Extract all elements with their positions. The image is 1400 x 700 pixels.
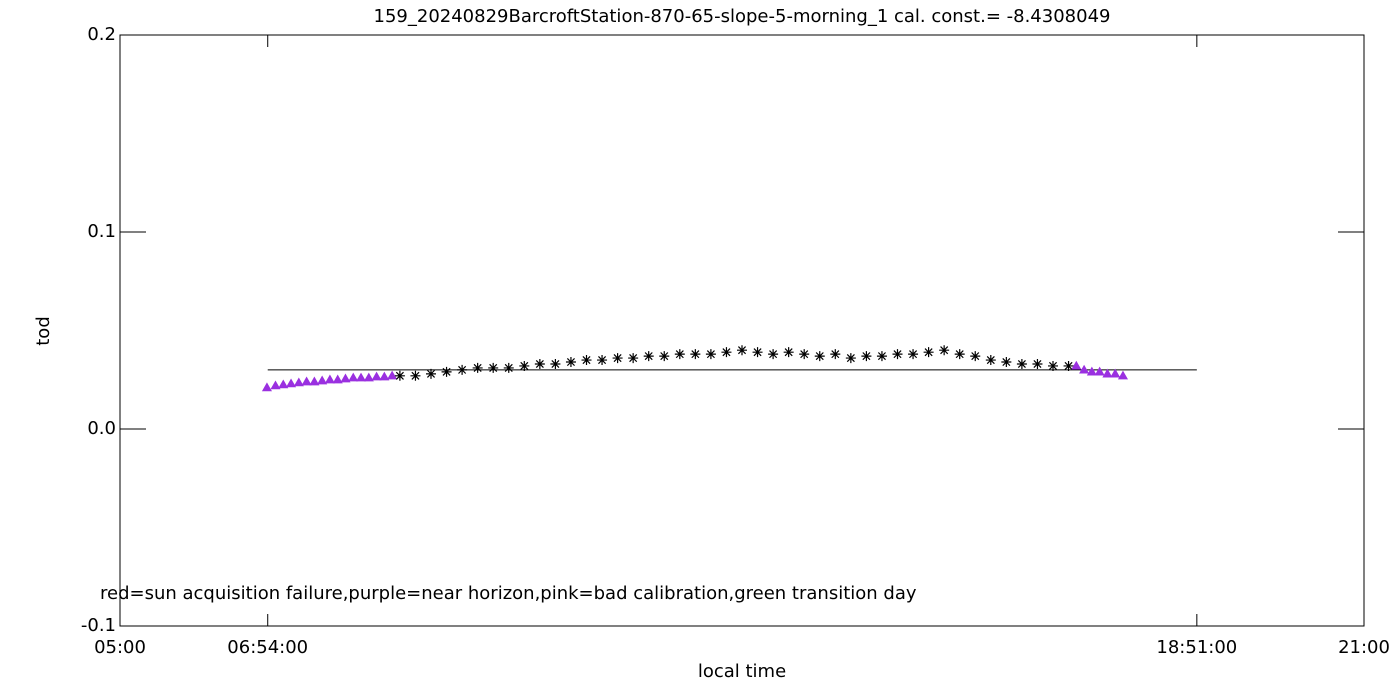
data-point (301, 376, 312, 386)
data-point (768, 349, 779, 360)
y-tick-label: 0.1 (87, 221, 116, 242)
data-point (597, 355, 608, 366)
x-axis-label: local time (698, 661, 786, 682)
data-point (519, 360, 530, 371)
data-point (830, 349, 841, 360)
data-point (488, 362, 499, 373)
data-point (371, 371, 382, 381)
data-point (363, 372, 374, 382)
data-point (1048, 360, 1058, 371)
data-point (1086, 366, 1097, 376)
data-point (581, 355, 592, 366)
data-point (410, 370, 421, 381)
data-point (340, 373, 351, 383)
data-point (628, 353, 639, 364)
data-point (278, 379, 289, 389)
data-point (690, 349, 701, 360)
data-point (309, 376, 320, 386)
data-point (324, 374, 335, 384)
y-axis-label: tod (33, 316, 54, 346)
data-point (503, 362, 514, 373)
data-point (394, 370, 405, 381)
data-point (783, 347, 794, 358)
data-point (355, 372, 367, 382)
data-point (387, 370, 398, 380)
data-point (1110, 368, 1121, 378)
x-tick-label: 05:00 (94, 637, 146, 658)
data-point (954, 349, 965, 360)
data-point (1032, 358, 1043, 369)
data-point (1063, 360, 1074, 371)
x-tick-label: 06:54:00 (227, 637, 308, 658)
data-point (908, 349, 919, 360)
y-tick-label: -0.1 (81, 615, 116, 636)
data-point (348, 372, 359, 382)
data-point (441, 366, 452, 377)
annotation: red=sun acquisition failure,purple=near … (100, 583, 917, 604)
data-point (1117, 370, 1129, 380)
data-point (1016, 358, 1027, 369)
data-point (939, 345, 950, 356)
data-point (379, 371, 390, 381)
data-point (985, 355, 996, 366)
data-point (1102, 368, 1113, 378)
data-point (845, 353, 856, 364)
data-point (1079, 364, 1090, 374)
data-point (799, 349, 810, 360)
x-tick-label: 18:51:00 (1156, 637, 1237, 658)
data-point (457, 364, 468, 375)
data-point (752, 347, 763, 358)
data-point (876, 351, 887, 362)
data-point (1001, 357, 1012, 368)
data-point (923, 347, 934, 358)
data-point (261, 382, 272, 392)
x-tick-label: 21:00 (1338, 637, 1390, 658)
data-point (705, 349, 716, 360)
data-point (534, 358, 545, 369)
data-point (659, 351, 670, 362)
data-point (270, 380, 281, 390)
data-point (293, 377, 304, 387)
data-point (472, 362, 483, 373)
data-point (861, 351, 872, 362)
data-point (1094, 366, 1105, 376)
data-point (317, 375, 328, 385)
data-point (550, 358, 561, 369)
data-point (814, 351, 825, 362)
data-point (892, 349, 903, 360)
data-point (286, 378, 297, 388)
data-point (970, 351, 981, 362)
y-tick-label: 0.0 (87, 418, 116, 439)
data-point (674, 349, 685, 360)
data-point (332, 374, 343, 384)
data-point (565, 357, 576, 368)
y-tick-label: 0.2 (87, 24, 116, 45)
data-point (721, 347, 732, 358)
data-point (612, 353, 623, 364)
data-point (737, 345, 747, 356)
data-point (426, 368, 436, 379)
data-point (1071, 360, 1082, 370)
plot-frame (119, 34, 1365, 627)
chart-title: 159_20240829BarcroftStation-870-65-slope… (374, 6, 1111, 27)
data-point (643, 351, 654, 362)
